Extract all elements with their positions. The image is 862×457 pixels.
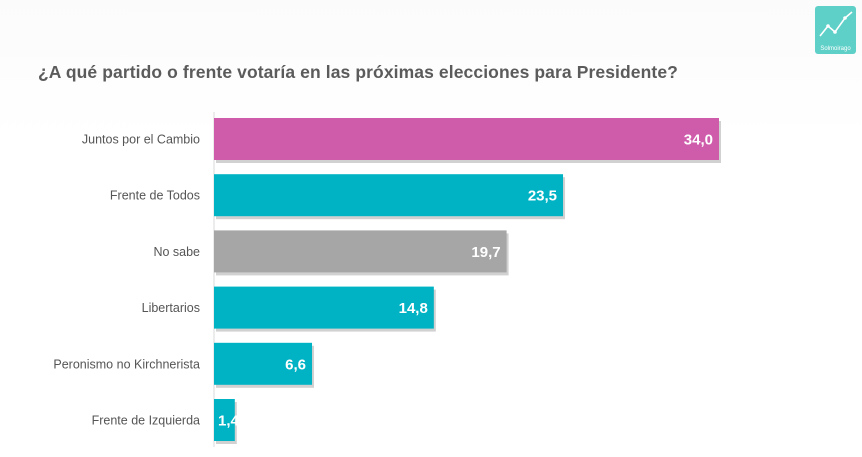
bar bbox=[214, 230, 507, 273]
value-label: 19,7 bbox=[471, 244, 500, 261]
value-label: 23,5 bbox=[528, 188, 557, 205]
bar bbox=[214, 118, 719, 160]
trend-line-icon bbox=[819, 11, 853, 37]
value-label: 34,0 bbox=[684, 132, 713, 149]
bar bbox=[214, 286, 434, 329]
category-label: Frente de Todos bbox=[110, 189, 200, 203]
category-label: Peronismo no Kirchnerista bbox=[53, 357, 200, 371]
bar bbox=[214, 342, 313, 385]
category-label: Frente de Izquierda bbox=[92, 414, 200, 428]
logo-text: Solmoirago bbox=[820, 46, 851, 52]
category-label: Libertarios bbox=[142, 301, 200, 315]
brand-logo: Solmoirago bbox=[815, 6, 856, 54]
category-label: Juntos por el Cambio bbox=[82, 133, 200, 147]
value-label: 1,4 bbox=[218, 413, 240, 430]
category-label: No sabe bbox=[153, 245, 200, 259]
value-label: 6,6 bbox=[285, 356, 306, 373]
bar bbox=[214, 174, 564, 217]
chart-title: ¿A qué partido o frente votaría en las p… bbox=[38, 62, 678, 82]
value-label: 14,8 bbox=[399, 300, 428, 317]
bar bbox=[214, 399, 235, 441]
